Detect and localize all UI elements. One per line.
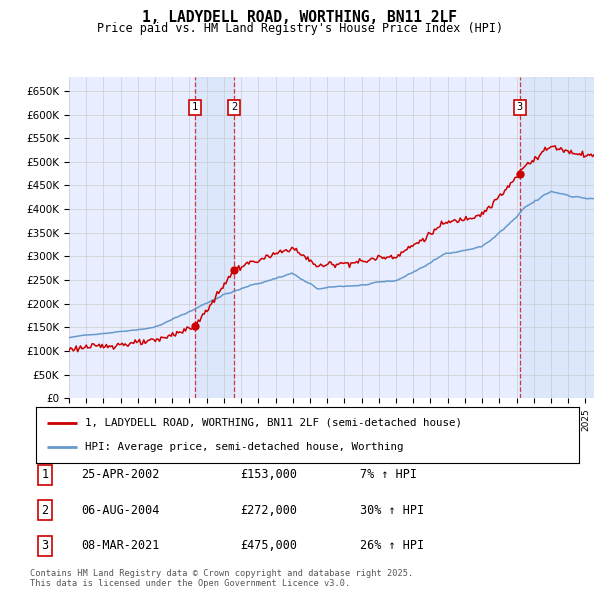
Text: 3: 3 xyxy=(41,539,49,552)
Text: Contains HM Land Registry data © Crown copyright and database right 2025.
This d: Contains HM Land Registry data © Crown c… xyxy=(30,569,413,588)
Bar xyxy=(520,77,594,398)
Text: 2: 2 xyxy=(41,504,49,517)
Text: 26% ↑ HPI: 26% ↑ HPI xyxy=(360,539,424,552)
Bar xyxy=(195,77,234,398)
Text: 25-APR-2002: 25-APR-2002 xyxy=(81,468,160,481)
Text: 1: 1 xyxy=(192,103,198,113)
Text: 2: 2 xyxy=(231,103,237,113)
Text: 7% ↑ HPI: 7% ↑ HPI xyxy=(360,468,417,481)
Text: HPI: Average price, semi-detached house, Worthing: HPI: Average price, semi-detached house,… xyxy=(85,442,403,453)
Text: 3: 3 xyxy=(517,103,523,113)
Text: £475,000: £475,000 xyxy=(240,539,297,552)
Text: £153,000: £153,000 xyxy=(240,468,297,481)
Text: £272,000: £272,000 xyxy=(240,504,297,517)
Text: 30% ↑ HPI: 30% ↑ HPI xyxy=(360,504,424,517)
Text: 1: 1 xyxy=(41,468,49,481)
Text: 06-AUG-2004: 06-AUG-2004 xyxy=(81,504,160,517)
Text: Price paid vs. HM Land Registry's House Price Index (HPI): Price paid vs. HM Land Registry's House … xyxy=(97,22,503,35)
Text: 08-MAR-2021: 08-MAR-2021 xyxy=(81,539,160,552)
Text: 1, LADYDELL ROAD, WORTHING, BN11 2LF: 1, LADYDELL ROAD, WORTHING, BN11 2LF xyxy=(143,10,458,25)
Text: 1, LADYDELL ROAD, WORTHING, BN11 2LF (semi-detached house): 1, LADYDELL ROAD, WORTHING, BN11 2LF (se… xyxy=(85,418,462,428)
